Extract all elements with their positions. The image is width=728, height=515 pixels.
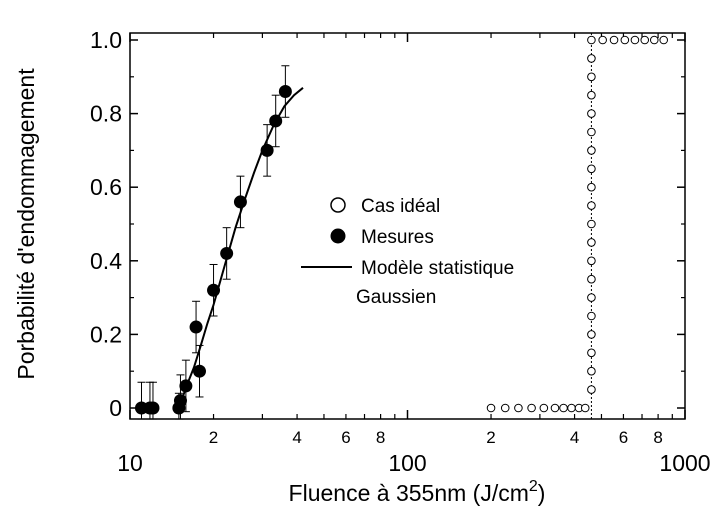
ideal-point [587,293,596,302]
x-minor-tick-label: 4 [570,428,579,447]
legend-label-model: Modèle statistique [361,258,514,279]
model-curve [177,87,304,409]
y-tick-label: 0.4 [90,248,122,274]
plot-frame [129,32,686,420]
ideal-point [587,274,596,284]
ideal-point [587,182,596,192]
ideal-point [630,35,640,45]
ideal-point [649,35,659,45]
x-major-tick-label: 10 [117,450,143,476]
ideal-point [620,35,630,45]
ideal-point [587,54,596,63]
axes: 0 0.2 0.4 0.6 0.8 1.0 10 100 1000 2 4 6 8 2 4 6 8 [90,27,711,476]
ideal-point [659,35,669,45]
measure-point [192,364,206,378]
x-axis-title: Fluence à 355nm (J/cm2) [289,478,546,506]
measure-point [260,143,274,157]
x-major-tick-label: 100 [388,450,426,476]
measure-point [146,401,160,415]
ideal-point [514,403,523,413]
legend-label-model-line2: Gaussien [356,287,436,308]
ideal-point [587,348,596,358]
y-tick-label: 0.2 [90,321,122,347]
ideal-point [587,109,596,118]
ideal-point [587,164,596,174]
ideal-point [587,127,596,137]
data-points-layer [134,35,669,420]
legend-label-ideal: Cas idéal [361,196,440,217]
measure-point [207,283,221,297]
legend-label-measures: Mesures [361,227,434,248]
x-minor-tick-label: 4 [292,428,301,447]
ideal-point [500,403,510,413]
measure-point [179,379,193,393]
legend-open-circle-marker [330,197,346,213]
x-major-tick-label: 1000 [659,450,710,476]
ideal-point [640,35,650,45]
ideal-point [587,366,596,376]
ideal-point [587,146,596,155]
ideal-point [587,219,596,229]
measure-point [220,246,234,260]
ideal-point [587,330,596,339]
ideal-point [486,403,496,413]
measure-point [278,85,292,99]
ideal-point [567,403,576,413]
ideal-point [539,403,549,413]
ideal-point [587,35,596,45]
y-tick-label: 0 [109,395,122,421]
measure-point [189,320,203,334]
ideal-point [527,403,536,413]
x-minor-tick-label: 6 [341,428,350,447]
measure-point [173,394,187,408]
x-minor-tick-label: 8 [653,428,662,447]
y-axis-title: Porbabilité d'endommagement [13,68,39,380]
ideal-point [587,90,596,100]
ideal-point [580,403,590,413]
x-minor-tick-label: 2 [486,428,495,447]
ideal-point [609,35,619,45]
y-tick-label: 0.8 [90,101,122,127]
legend: Cas idéal Mesures Modèle statistique Gau… [301,196,514,308]
ideal-point [587,385,596,394]
ideal-point [587,72,596,82]
ideal-point [587,311,596,321]
ideal-point [587,256,596,266]
ideal-point [587,201,596,210]
y-tick-label: 1.0 [90,27,122,53]
ideal-point [550,403,560,413]
x-minor-tick-label: 2 [209,428,218,447]
y-tick-label: 0.6 [90,174,122,200]
ideal-point [559,403,568,413]
x-minor-tick-label: 8 [376,428,385,447]
measure-point [233,195,247,209]
legend-filled-circle-marker [330,228,346,244]
measure-point [269,114,283,128]
x-minor-tick-label: 6 [619,428,628,447]
ideal-point [598,35,607,45]
ideal-point [587,238,596,247]
